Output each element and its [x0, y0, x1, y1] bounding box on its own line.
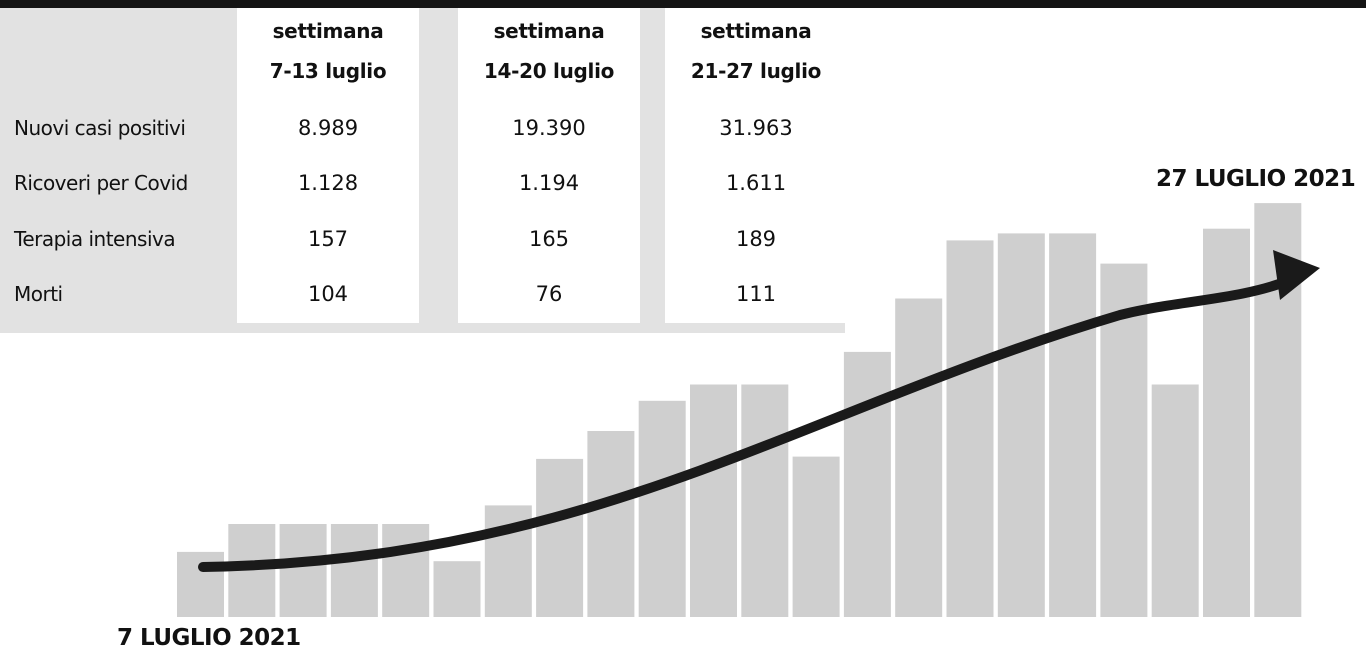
bar-day-6 [433, 561, 481, 617]
bar-day-14 [843, 351, 891, 617]
table-column-week-1 [237, 8, 419, 323]
table-column-week-2 [458, 8, 640, 323]
cell-hospitalized-week-2: 1.194 [518, 171, 580, 195]
bar-day-11 [690, 384, 737, 617]
cell-hospitalized-week-3: 1.611 [725, 171, 787, 195]
bar-day-21 [1203, 228, 1250, 617]
table-header-week-3-line1: settimana [700, 19, 812, 43]
trend-arrowhead-icon [1273, 250, 1320, 300]
bar-day-8 [536, 458, 584, 617]
table-header-week-2-line2: 14-20 luglio [483, 59, 615, 83]
table-header-week-3-line2: 21-27 luglio [690, 59, 822, 83]
cell-deaths-week-2: 76 [535, 282, 563, 306]
cell-new-cases-week-1: 8.989 [297, 116, 359, 140]
end-date-label: 27 LUGLIO 2021 [1156, 166, 1356, 192]
cell-new-cases-week-3: 31.963 [719, 116, 793, 140]
bar-day-3 [279, 524, 327, 617]
cell-intensive-care-week-2: 165 [528, 227, 570, 251]
cell-hospitalized-week-1: 1.128 [297, 171, 359, 195]
bar-day-16 [946, 240, 994, 617]
bar-day-1 [177, 551, 224, 617]
bar-day-10 [638, 400, 686, 617]
trend-arrow-line [198, 275, 1295, 572]
table-header-week-1-line2: 7-13 luglio [269, 59, 387, 83]
bar-day-18 [1049, 233, 1097, 617]
bar-day-5 [382, 524, 430, 617]
bar-day-13 [792, 456, 840, 617]
bar-day-12 [741, 384, 789, 617]
row-label-new-cases: Nuovi casi positivi [14, 116, 186, 140]
row-label-deaths: Morti [14, 282, 63, 306]
top-rule [0, 0, 1366, 8]
cell-intensive-care-week-3: 189 [735, 227, 777, 251]
row-label-intensive-care: Terapia intensiva [14, 227, 176, 251]
table-header-week-1-line1: settimana [272, 19, 384, 43]
cell-deaths-week-3: 111 [735, 282, 777, 306]
start-date-label: 7 LUGLIO 2021 [117, 625, 301, 651]
row-label-hospitalized: Ricoveri per Covid [14, 171, 188, 195]
cell-intensive-care-week-1: 157 [307, 227, 349, 251]
cell-deaths-week-1: 104 [307, 282, 349, 306]
bar-day-20 [1151, 384, 1199, 617]
cell-new-cases-week-2: 19.390 [512, 116, 586, 140]
bar-day-4 [330, 524, 378, 617]
bar-day-15 [895, 298, 943, 617]
bar-day-9 [587, 431, 635, 617]
table-column-week-3 [665, 8, 847, 323]
bar-day-17 [997, 233, 1045, 617]
table-header-week-2-line1: settimana [493, 19, 605, 43]
